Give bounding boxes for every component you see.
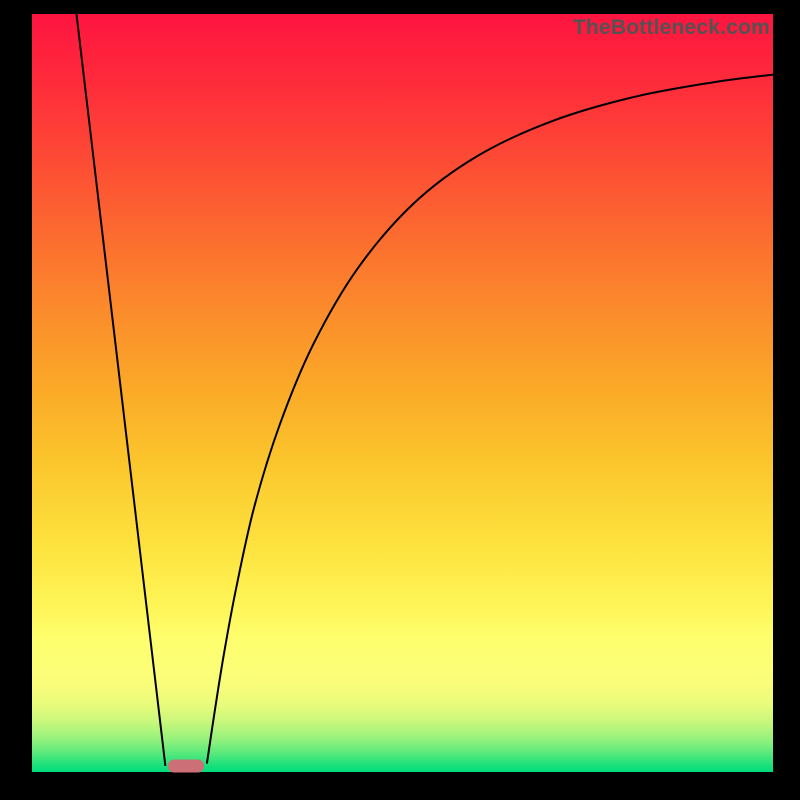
selection-marker <box>168 759 204 772</box>
chart-canvas: TheBottleneck.com <box>0 0 800 800</box>
bottleneck-curve <box>32 14 773 772</box>
watermark-label: TheBottleneck.com <box>573 16 770 40</box>
plot-area <box>32 14 773 772</box>
